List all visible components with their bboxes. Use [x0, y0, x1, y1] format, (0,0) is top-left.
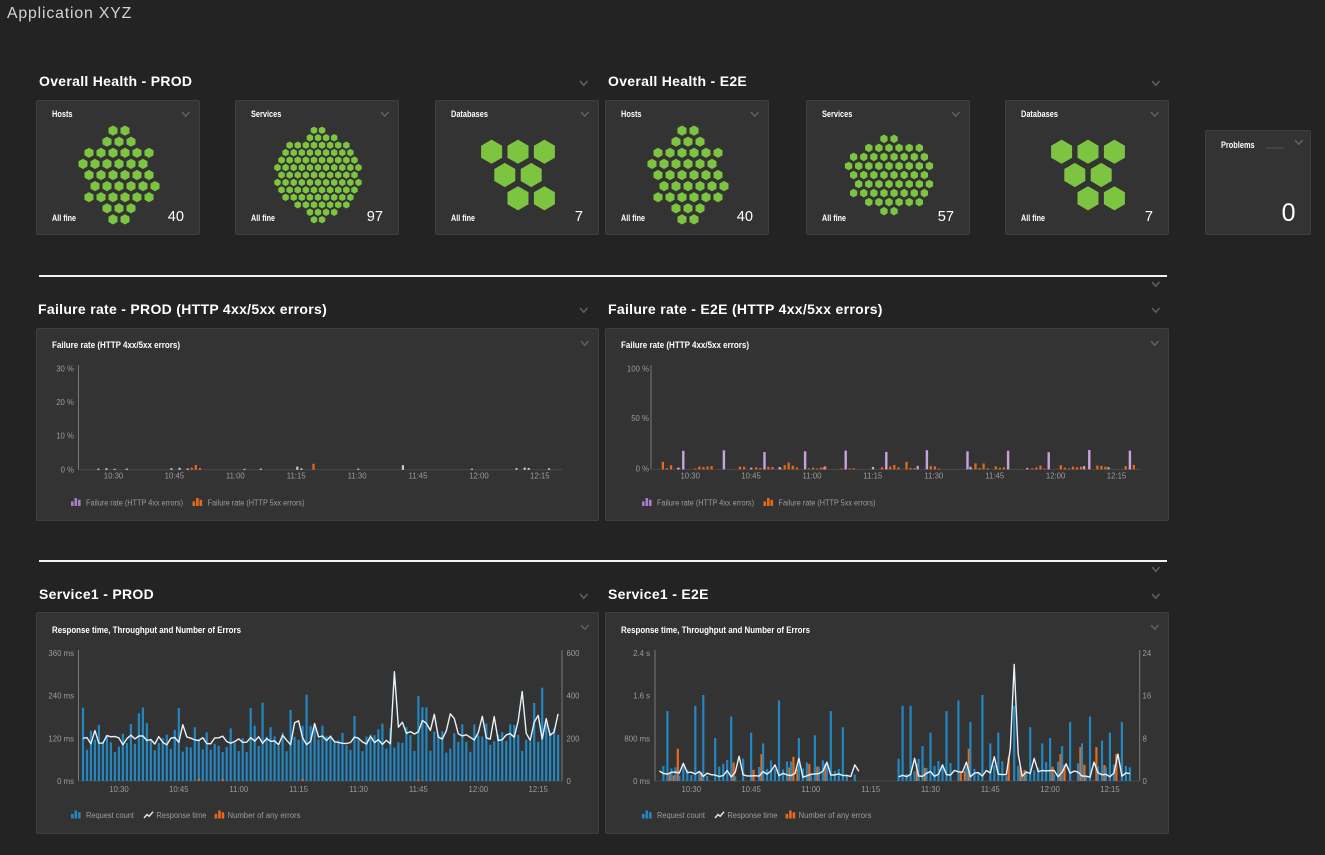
svg-text:11:00: 11:00: [226, 471, 246, 480]
svg-text:0 ms: 0 ms: [633, 777, 650, 786]
svg-text:Failure rate (HTTP 4xx errors): Failure rate (HTTP 4xx errors): [86, 498, 183, 507]
svg-text:11:30: 11:30: [349, 785, 369, 794]
svg-text:11:15: 11:15: [863, 471, 883, 480]
svg-text:11:45: 11:45: [409, 471, 429, 480]
svg-text:100 %: 100 %: [627, 365, 649, 374]
svg-text:12:15: 12:15: [1107, 471, 1127, 480]
svg-text:12:15: 12:15: [1100, 785, 1120, 794]
svg-text:360 ms: 360 ms: [48, 649, 74, 658]
svg-text:10:45: 10:45: [169, 785, 189, 794]
svg-text:10:30: 10:30: [109, 785, 129, 794]
svg-text:20 %: 20 %: [56, 398, 74, 407]
svg-text:10:30: 10:30: [680, 471, 700, 480]
svg-text:10:45: 10:45: [741, 785, 761, 794]
svg-text:Request count: Request count: [86, 811, 135, 820]
svg-text:12:00: 12:00: [1046, 471, 1066, 480]
svg-text:Failure rate (HTTP 5xx errors): Failure rate (HTTP 5xx errors): [779, 498, 876, 507]
svg-text:120 ms: 120 ms: [48, 734, 74, 743]
svg-text:16: 16: [1143, 692, 1152, 701]
svg-text:24: 24: [1143, 649, 1152, 658]
svg-text:10:30: 10:30: [682, 785, 702, 794]
svg-text:11:45: 11:45: [985, 471, 1005, 480]
svg-text:12:00: 12:00: [1040, 785, 1060, 794]
svg-text:10 %: 10 %: [56, 432, 74, 441]
svg-text:11:30: 11:30: [924, 471, 944, 480]
svg-text:240 ms: 240 ms: [48, 692, 74, 701]
svg-text:10:45: 10:45: [741, 471, 761, 480]
svg-text:Response time: Response time: [727, 811, 777, 820]
svg-text:1.6 s: 1.6 s: [633, 692, 650, 701]
svg-text:Failure rate (HTTP 4xx errors): Failure rate (HTTP 4xx errors): [657, 498, 754, 507]
svg-text:12:00: 12:00: [469, 785, 489, 794]
svg-text:Failure rate (HTTP 5xx errors): Failure rate (HTTP 5xx errors): [208, 498, 305, 507]
svg-text:Response time: Response time: [156, 811, 206, 820]
svg-text:11:00: 11:00: [801, 785, 821, 794]
svg-text:11:30: 11:30: [348, 471, 368, 480]
svg-text:0: 0: [567, 777, 572, 786]
svg-text:0 ms: 0 ms: [57, 777, 74, 786]
svg-text:0 %: 0 %: [636, 465, 650, 474]
svg-text:10:45: 10:45: [165, 471, 185, 480]
svg-text:12:15: 12:15: [528, 785, 548, 794]
svg-text:Response time, Throughput and: Response time, Throughput and Number of …: [621, 625, 810, 635]
svg-text:8: 8: [1143, 734, 1147, 743]
svg-text:11:45: 11:45: [409, 785, 429, 794]
svg-text:Number of any errors: Number of any errors: [799, 811, 872, 820]
svg-text:Number of any errors: Number of any errors: [228, 811, 301, 820]
svg-text:12:15: 12:15: [530, 471, 550, 480]
svg-text:200: 200: [567, 734, 581, 743]
svg-text:800 ms: 800 ms: [624, 734, 650, 743]
svg-text:10:30: 10:30: [104, 471, 124, 480]
svg-text:Failure rate (HTTP 4xx/5xx err: Failure rate (HTTP 4xx/5xx errors): [52, 340, 180, 350]
svg-text:Request count: Request count: [657, 811, 706, 820]
svg-text:0 %: 0 %: [61, 465, 75, 474]
svg-text:11:00: 11:00: [229, 785, 249, 794]
svg-text:Response time, Throughput and: Response time, Throughput and Number of …: [52, 625, 241, 635]
svg-text:600: 600: [567, 649, 581, 658]
svg-text:11:15: 11:15: [289, 785, 309, 794]
svg-text:11:15: 11:15: [861, 785, 881, 794]
svg-text:Failure rate (HTTP 4xx/5xx err: Failure rate (HTTP 4xx/5xx errors): [621, 340, 749, 350]
svg-text:400: 400: [567, 692, 581, 701]
svg-text:11:45: 11:45: [981, 785, 1001, 794]
svg-text:12:00: 12:00: [469, 471, 489, 480]
svg-text:11:30: 11:30: [921, 785, 941, 794]
svg-text:11:00: 11:00: [803, 471, 823, 480]
svg-text:2.4 s: 2.4 s: [633, 649, 650, 658]
svg-text:11:15: 11:15: [287, 471, 307, 480]
svg-text:30 %: 30 %: [56, 364, 74, 373]
svg-text:50 %: 50 %: [631, 414, 649, 423]
svg-text:0: 0: [1143, 777, 1148, 786]
